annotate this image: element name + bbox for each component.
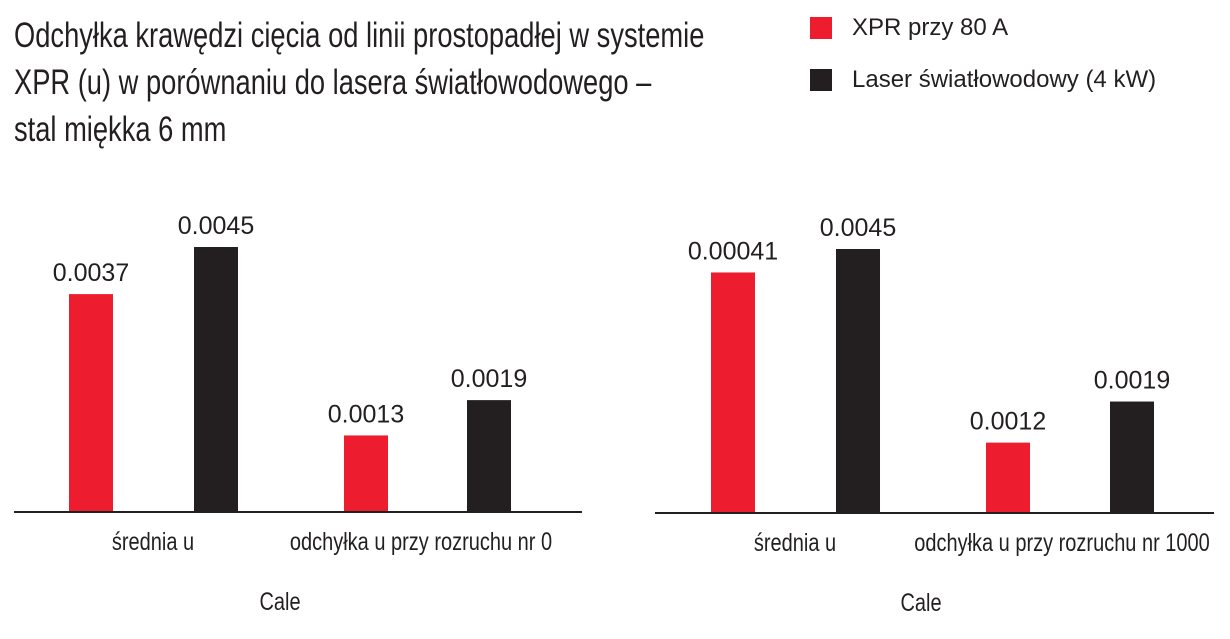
legend-swatch-laser xyxy=(810,69,832,91)
legend-swatch-xpr xyxy=(810,17,832,39)
category-label: średnia u xyxy=(754,529,836,557)
legend-item-xpr: XPR przy 80 A xyxy=(810,8,1156,48)
data-label: 0.0019 xyxy=(1094,367,1170,395)
legend-label-xpr: XPR przy 80 A xyxy=(852,14,1009,41)
category-label-group: odchyłka u przy rozruchu nr 1000 xyxy=(914,529,1210,557)
legend-label-laser: Laser światłowodowy (4 kW) xyxy=(852,66,1157,93)
bar-xpr xyxy=(986,442,1030,513)
bar-xpr xyxy=(711,272,755,513)
category-label: odchyłka u przy rozruchu nr 0 xyxy=(290,528,552,556)
category-label: odchyłka u przy rozruchu nr 1000 xyxy=(914,529,1210,557)
bar-laser xyxy=(467,400,511,512)
legend-item-laser: Laser światłowodowy (4 kW) xyxy=(810,60,1156,100)
x-axis-label-group: Cale xyxy=(900,589,941,617)
category-label-group: odchyłka u przy rozruchu nr 0 xyxy=(290,528,552,556)
data-label: 0.0045 xyxy=(178,212,254,240)
x-axis-label: Cale xyxy=(900,589,941,617)
bar-xpr xyxy=(69,294,113,512)
bar-laser xyxy=(836,249,880,513)
data-label: 0.0037 xyxy=(53,259,129,287)
data-label: 0.0045 xyxy=(820,214,896,242)
category-label-group: średnia u xyxy=(112,528,194,556)
data-label: 0.0019 xyxy=(451,365,527,393)
legend: XPR przy 80 A Laser światłowodowy (4 kW) xyxy=(810,8,1156,112)
x-axis-label-group: Cale xyxy=(259,588,300,616)
data-label: 0.0013 xyxy=(328,400,404,428)
data-label: 0.00041 xyxy=(688,237,778,265)
bar-laser xyxy=(1110,401,1154,513)
bar-laser xyxy=(194,247,238,512)
category-label: średnia u xyxy=(112,528,194,556)
category-label-group: średnia u xyxy=(754,529,836,557)
data-label: 0.0012 xyxy=(970,408,1046,436)
title-line: stal miękka 6 mm xyxy=(14,110,227,149)
bar-xpr xyxy=(344,435,388,512)
title-line: XPR (u) w porównaniu do lasera światłowo… xyxy=(14,63,652,102)
x-axis-label: Cale xyxy=(259,588,300,616)
